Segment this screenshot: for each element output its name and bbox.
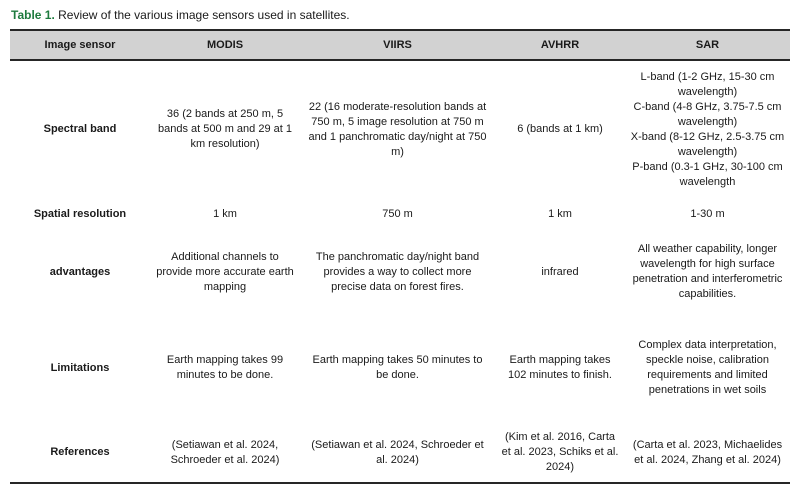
cell-spatial-resolution-modis: 1 km [213,208,237,220]
column-header-modis: MODIS [150,30,300,61]
cell-references-avhrr: (Kim et al. 2016, Carta et al. 2023, Sch… [501,431,619,473]
column-header-avhrr: AVHRR [495,30,625,61]
table-row-references: References (Setiawan et al. 2024, Schroe… [10,423,790,483]
table-row-spatial-resolution: Spatial resolution 1 km 750 m 1 km 1-30 … [10,198,790,231]
cell-spatial-resolution-viirs: 750 m [382,208,413,220]
table-row-spectral-band: Spectral band 36 (2 bands at 250 m, 5 ba… [10,60,790,198]
row-label-spatial-resolution: Spatial resolution [33,208,127,220]
row-label-spectral-band: Spectral band [43,123,117,135]
table-row-advantages: advantages Additional channels to provid… [10,231,790,313]
table-caption: Table 1. Review of the various image sen… [11,8,800,23]
cell-limitations-viirs: Earth mapping takes 50 minutes to be don… [312,354,483,381]
cell-spectral-band-sar: L-band (1-2 GHz, 15-30 cm wavelength) C-… [630,70,785,188]
column-header-image-sensor: Image sensor [10,30,150,61]
cell-spectral-band-viirs: 22 (16 moderate-resolution bands at 750 … [308,100,487,158]
row-label-limitations: Limitations [50,361,110,374]
table-caption-text: Review of the various image sensors used… [54,8,350,22]
cell-advantages-viirs: The panchromatic day/night band provides… [315,250,480,293]
table-row-limitations: Limitations Earth mapping takes 99 minut… [10,313,790,423]
cell-references-modis: (Setiawan et al. 2024, Schroeder et al. … [170,438,280,466]
cell-spatial-resolution-avhrr: 1 km [548,208,572,220]
image-sensors-table: Image sensor MODIS VIIRS AVHRR SAR Spect… [10,29,790,484]
column-header-viirs: VIIRS [300,30,495,61]
row-label-advantages: advantages [49,265,111,278]
cell-limitations-modis: Earth mapping takes 99 minutes to be don… [166,354,284,381]
cell-references-sar: (Carta et al. 2023, Michaelides et al. 2… [632,438,783,466]
cell-advantages-sar: All weather capability, longer wavelengt… [632,243,783,300]
cell-advantages-modis: Additional channels to provide more accu… [156,250,294,293]
cell-spectral-band-modis: 36 (2 bands at 250 m, 5 bands at 500 m a… [158,108,292,150]
table-caption-label: Table 1. [11,8,55,22]
cell-limitations-sar: Complex data interpretation, speckle noi… [638,339,777,396]
cell-spatial-resolution-sar: 1-30 m [690,208,725,220]
cell-spectral-band-avhrr: 6 (bands at 1 km) [517,123,603,135]
paper-page: Table 1. Review of the various image sen… [0,8,800,484]
column-header-sar: SAR [625,30,790,61]
table-header-row: Image sensor MODIS VIIRS AVHRR SAR [10,30,790,61]
cell-advantages-avhrr: infrared [541,265,579,278]
cell-references-viirs: (Setiawan et al. 2024, Schroeder et al. … [311,438,484,466]
cell-limitations-avhrr: Earth mapping takes 102 minutes to finis… [508,354,612,381]
row-label-references: References [50,446,110,458]
